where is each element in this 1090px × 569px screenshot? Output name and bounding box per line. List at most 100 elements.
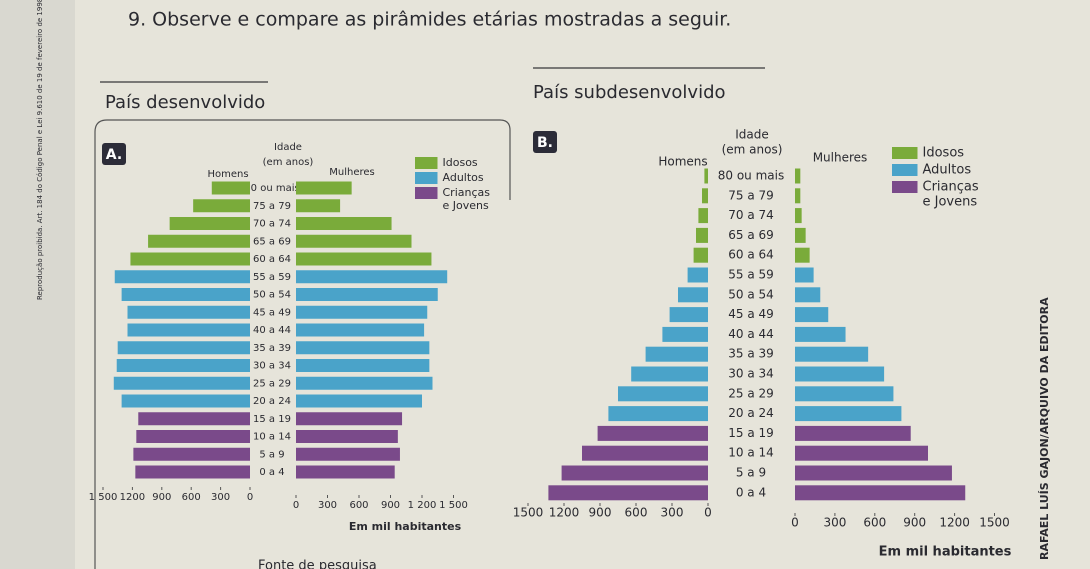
x-tick-label: 1 200 xyxy=(408,500,437,511)
legend-swatch xyxy=(415,172,438,184)
legend-label: Crianças xyxy=(923,180,979,195)
bar xyxy=(211,181,250,195)
category-label: 20 a 24 xyxy=(253,396,291,407)
bar xyxy=(114,270,250,284)
bar xyxy=(296,217,392,230)
x-tick-label: 1200 xyxy=(939,516,970,530)
category-label: 15 a 19 xyxy=(253,414,291,425)
legend-label: Idosos xyxy=(923,146,965,161)
legend-label: e Jovens xyxy=(443,199,489,212)
category-label: 25 a 29 xyxy=(728,386,774,400)
bar xyxy=(561,465,708,481)
bar xyxy=(296,430,398,443)
bar xyxy=(698,208,708,224)
bar xyxy=(696,227,708,243)
bar xyxy=(608,406,708,422)
category-label: 80 ou mais xyxy=(244,183,299,194)
category-label: 10 a 14 xyxy=(253,432,291,443)
legend-label: Idosos xyxy=(443,156,478,169)
x-tick-label: 600 xyxy=(863,516,886,530)
category-label: 65 a 69 xyxy=(728,228,774,242)
series-label: Mulheres xyxy=(813,151,868,165)
x-tick-label: 0 xyxy=(791,516,799,530)
category-label: 60 a 64 xyxy=(253,254,291,265)
category-label: 30 a 34 xyxy=(728,367,774,381)
x-tick-label: 0 xyxy=(293,500,299,511)
bar xyxy=(795,445,928,461)
category-label: 40 a 44 xyxy=(253,325,291,336)
bar xyxy=(296,234,412,248)
x-tick-label: 600 xyxy=(349,500,368,511)
bar xyxy=(296,288,438,301)
bar xyxy=(795,188,801,204)
question: 9. Observe e compare as pirâmides etária… xyxy=(128,9,731,31)
x-tick-label: 1200 xyxy=(549,506,580,520)
category-label: 30 a 34 xyxy=(253,361,291,372)
bar xyxy=(133,447,250,461)
category-label: 55 a 59 xyxy=(253,272,291,283)
bar xyxy=(795,386,894,402)
panel-letter: B. xyxy=(537,135,553,151)
bar xyxy=(296,447,400,461)
bar xyxy=(296,412,403,426)
bar xyxy=(296,376,433,390)
bar xyxy=(795,425,911,441)
bar xyxy=(135,465,250,479)
x-tick-label: 0 xyxy=(704,506,712,520)
bar xyxy=(169,217,250,230)
category-label: 75 a 79 xyxy=(728,188,774,202)
bar xyxy=(121,288,251,301)
bar xyxy=(693,247,708,263)
category-label: 70 a 74 xyxy=(728,208,774,222)
panel-frame xyxy=(94,119,511,569)
bar xyxy=(795,247,810,263)
bar xyxy=(296,341,430,355)
bar xyxy=(148,234,250,248)
category-label: 0 a 4 xyxy=(736,485,766,499)
bar xyxy=(582,445,708,461)
category-label: 35 a 39 xyxy=(253,343,291,354)
y-axis-label: Idade xyxy=(735,128,769,142)
legend-label: Adultos xyxy=(923,163,972,178)
bar xyxy=(548,485,708,501)
category-label: 80 ou mais xyxy=(718,169,784,183)
y-axis-label: (em anos) xyxy=(722,143,783,157)
category-label: 55 a 59 xyxy=(728,268,774,282)
legend-swatch xyxy=(892,181,918,193)
panel-letter: A. xyxy=(106,147,122,163)
panel-letter-box xyxy=(102,143,126,165)
legend-label: e Jovens xyxy=(923,195,978,210)
x-tick-label: 300 xyxy=(211,492,230,503)
bar xyxy=(678,287,708,303)
bar xyxy=(795,366,885,382)
bar xyxy=(117,341,250,355)
bar xyxy=(121,394,251,408)
bar xyxy=(669,307,708,323)
legend-swatch xyxy=(892,147,918,159)
bar xyxy=(597,425,708,441)
category-label: 50 a 54 xyxy=(253,290,291,301)
series-label: Homens xyxy=(207,169,248,180)
category-label: 45 a 49 xyxy=(728,307,774,321)
credit: RAFAEL LUÍS GAJON/ARQUIVO DA EDITORA xyxy=(1038,297,1051,560)
bar xyxy=(296,323,425,337)
x-tick-label: 1 500 xyxy=(439,500,468,511)
bar xyxy=(795,287,821,303)
category-label: 5 a 9 xyxy=(259,449,284,460)
x-tick-label: 600 xyxy=(182,492,201,503)
panel-letter-box xyxy=(533,131,557,153)
bar xyxy=(795,346,869,362)
bar xyxy=(138,412,250,426)
bar xyxy=(702,188,708,204)
x-tick-label: 1200 xyxy=(120,492,145,503)
x-tick-label: 1 500 xyxy=(89,492,118,503)
bar xyxy=(662,326,708,342)
x-tick-label: 900 xyxy=(589,506,612,520)
bar xyxy=(795,485,966,501)
bar xyxy=(795,406,902,422)
category-label: 5 a 9 xyxy=(736,466,766,480)
legend-swatch xyxy=(415,157,438,169)
series-label: Homens xyxy=(658,155,707,169)
bar xyxy=(795,267,814,283)
